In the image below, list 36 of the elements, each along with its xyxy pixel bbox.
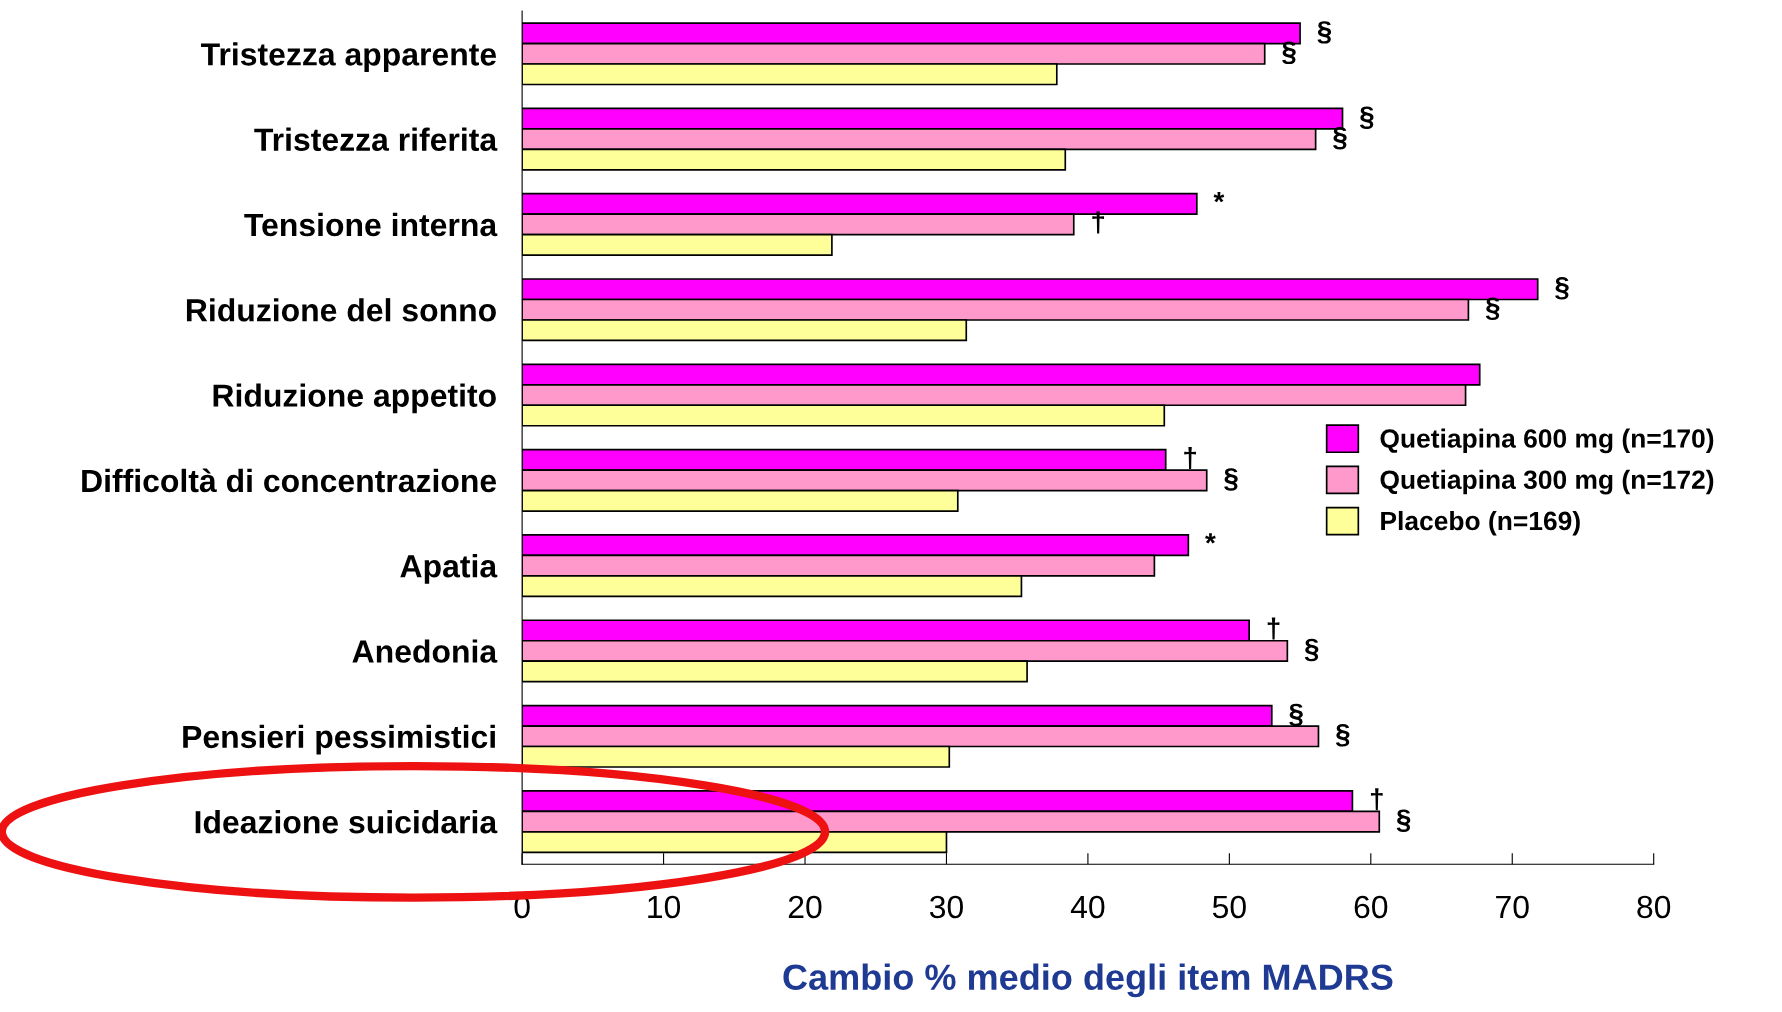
data-label: § bbox=[1335, 724, 1350, 747]
y-tick-label: Apatia bbox=[400, 554, 498, 584]
data-label: † bbox=[1370, 788, 1383, 811]
x-tick-label: 80 bbox=[1637, 895, 1671, 919]
x-tick-label: 60 bbox=[1354, 895, 1388, 919]
x-axis-title: Cambio % medio degli item MADRS bbox=[783, 963, 1393, 998]
legend-label: Quetiapina 600 mg (n=170) bbox=[1380, 428, 1714, 454]
x-tick-label: 70 bbox=[1496, 895, 1529, 919]
x-tick-label: 10 bbox=[648, 895, 681, 919]
data-label: § bbox=[1396, 809, 1411, 832]
data-label: † bbox=[1184, 446, 1196, 469]
y-tick-label: Difficoltà di concentrazione bbox=[82, 468, 497, 493]
y-tick-label: Tristezza apparente bbox=[201, 42, 497, 72]
data-label: § bbox=[1555, 277, 1569, 300]
x-tick-label: 30 bbox=[929, 895, 963, 919]
y-tick-label: Pensieri pessimistici bbox=[183, 724, 495, 755]
y-tick-label: Tensione interna bbox=[244, 212, 498, 237]
data-label: § bbox=[1317, 21, 1332, 44]
x-tick-label: 40 bbox=[1070, 895, 1105, 919]
y-tick-label: Tristezza riferita bbox=[254, 127, 498, 151]
y-tick-label: Riduzione del sonno bbox=[186, 298, 496, 322]
y-tick-label: Ideazione suicidaria bbox=[195, 810, 498, 834]
data-label: § bbox=[1304, 638, 1319, 662]
legend-label: Placebo (n=169) bbox=[1381, 510, 1580, 536]
data-label: § bbox=[1359, 106, 1374, 129]
data-label: † bbox=[1267, 617, 1280, 640]
y-tick-label: Anedonia bbox=[352, 639, 498, 663]
data-label: † bbox=[1092, 211, 1105, 234]
data-label: § bbox=[1289, 703, 1303, 727]
x-tick-label: 50 bbox=[1212, 895, 1246, 919]
y-tick-label: Riduzione appetito bbox=[213, 383, 496, 414]
data-label: § bbox=[1224, 468, 1238, 491]
data-label: * bbox=[1205, 533, 1216, 544]
legend-label: Quetiapina 300 mg (n=172) bbox=[1380, 469, 1714, 495]
data-label: * bbox=[1213, 192, 1225, 203]
x-tick-label: 20 bbox=[788, 895, 822, 919]
